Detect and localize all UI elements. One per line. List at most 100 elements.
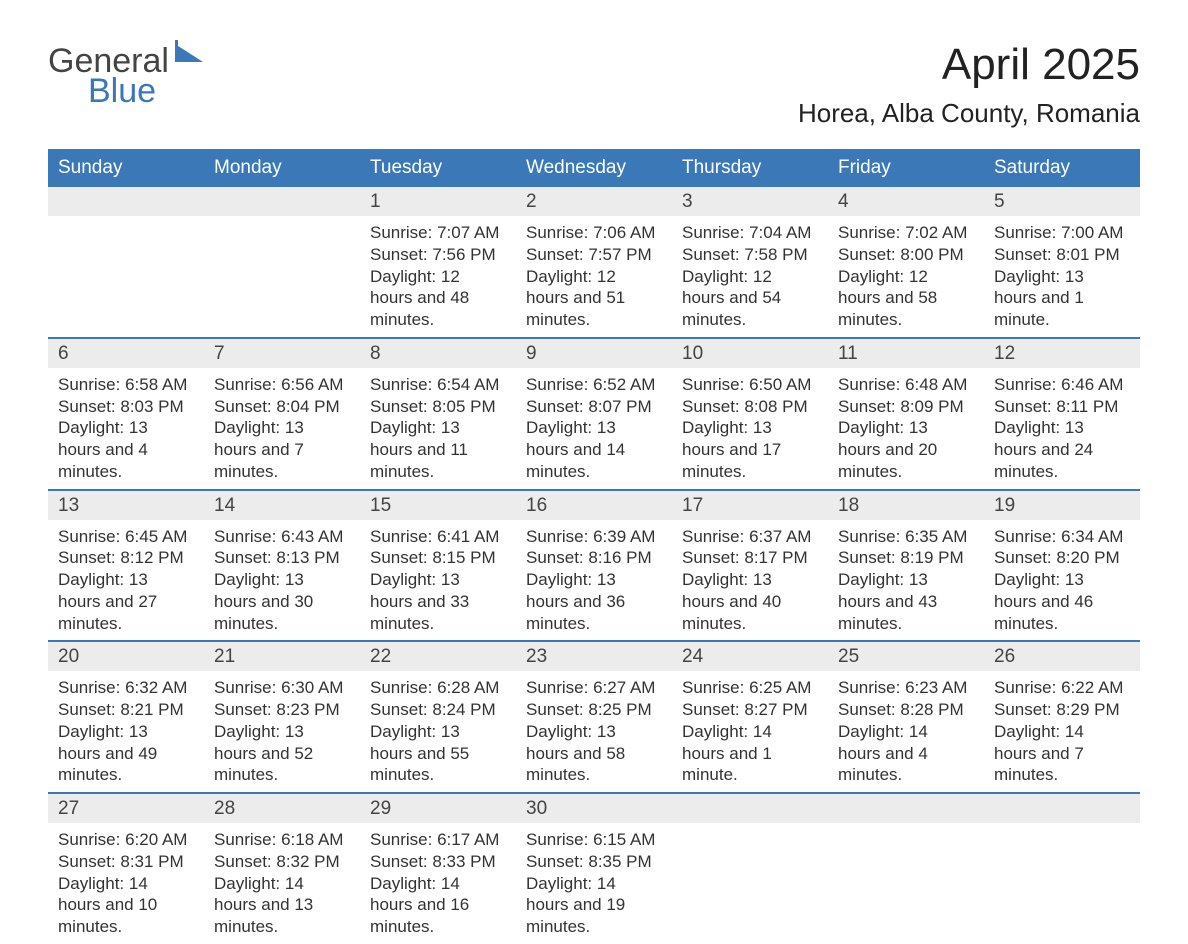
day-detail <box>984 823 1140 944</box>
day-detail: 7:02 AM8:00 PM12 hours and 58 minutes. <box>828 216 984 337</box>
sunset-value: 8:29 PM <box>994 699 1130 721</box>
day-detail: 6:54 AM8:05 PM13 hours and 11 minutes. <box>360 368 516 489</box>
sunrise-value: 6:56 AM <box>214 374 350 396</box>
day-detail-row: 6:45 AM8:12 PM13 hours and 27 minutes.6:… <box>48 520 1140 641</box>
sunset-value: 8:16 PM <box>526 547 662 569</box>
day-number: 11 <box>828 339 984 368</box>
daylight-value: 13 hours and 36 minutes. <box>526 569 662 634</box>
daylight-value: 13 hours and 1 minute. <box>994 266 1130 331</box>
daylight-value: 12 hours and 54 minutes. <box>682 266 818 331</box>
day-detail: 6:50 AM8:08 PM13 hours and 17 minutes. <box>672 368 828 489</box>
sunset-value: 8:21 PM <box>58 699 194 721</box>
day-number: 30 <box>516 794 672 823</box>
sunset-value: 8:09 PM <box>838 396 974 418</box>
day-number: 19 <box>984 491 1140 520</box>
day-number: 26 <box>984 642 1140 671</box>
day-detail: 6:39 AM8:16 PM13 hours and 36 minutes. <box>516 520 672 641</box>
daylight-value: 14 hours and 1 minute. <box>682 721 818 786</box>
sunrise-value: 7:06 AM <box>526 222 662 244</box>
day-number: 24 <box>672 642 828 671</box>
day-number: 14 <box>204 491 360 520</box>
day-detail: 6:43 AM8:13 PM13 hours and 30 minutes. <box>204 520 360 641</box>
day-detail: 6:48 AM8:09 PM13 hours and 20 minutes. <box>828 368 984 489</box>
dow-sunday: Sunday <box>48 149 204 187</box>
day-detail-row: 6:20 AM8:31 PM14 hours and 10 minutes.6:… <box>48 823 1140 944</box>
day-detail-row: 6:58 AM8:03 PM13 hours and 4 minutes.6:5… <box>48 368 1140 489</box>
daylight-value: 13 hours and 4 minutes. <box>58 417 194 482</box>
day-of-week-header: Sunday Monday Tuesday Wednesday Thursday… <box>48 149 1140 187</box>
calendar-week: 272829306:20 AM8:31 PM14 hours and 10 mi… <box>48 792 1140 944</box>
day-detail: 6:45 AM8:12 PM13 hours and 27 minutes. <box>48 520 204 641</box>
day-number: 5 <box>984 187 1140 216</box>
sunrise-value: 6:52 AM <box>526 374 662 396</box>
sunset-value: 8:11 PM <box>994 396 1130 418</box>
day-number: 28 <box>204 794 360 823</box>
sunrise-value: 7:07 AM <box>370 222 506 244</box>
sunset-value: 8:12 PM <box>58 547 194 569</box>
day-detail: 6:34 AM8:20 PM13 hours and 46 minutes. <box>984 520 1140 641</box>
day-detail <box>828 823 984 944</box>
dow-tuesday: Tuesday <box>360 149 516 187</box>
day-detail-row: 7:07 AM7:56 PM12 hours and 48 minutes.7:… <box>48 216 1140 337</box>
sunrise-value: 6:23 AM <box>838 677 974 699</box>
daylight-value: 13 hours and 24 minutes. <box>994 417 1130 482</box>
day-number: 8 <box>360 339 516 368</box>
day-number: 13 <box>48 491 204 520</box>
day-number <box>48 187 204 216</box>
day-number: 9 <box>516 339 672 368</box>
day-detail: 6:22 AM8:29 PM14 hours and 7 minutes. <box>984 671 1140 792</box>
sunset-value: 7:58 PM <box>682 244 818 266</box>
daylight-value: 13 hours and 20 minutes. <box>838 417 974 482</box>
day-detail: 6:30 AM8:23 PM13 hours and 52 minutes. <box>204 671 360 792</box>
sunrise-value: 7:04 AM <box>682 222 818 244</box>
sunset-value: 8:27 PM <box>682 699 818 721</box>
sunset-value: 8:20 PM <box>994 547 1130 569</box>
title-block: April 2025 Horea, Alba County, Romania <box>798 40 1140 129</box>
day-number: 10 <box>672 339 828 368</box>
sunrise-value: 6:35 AM <box>838 526 974 548</box>
sunset-value: 8:00 PM <box>838 244 974 266</box>
sunrise-value: 6:28 AM <box>370 677 506 699</box>
dow-friday: Friday <box>828 149 984 187</box>
daylight-value: 13 hours and 14 minutes. <box>526 417 662 482</box>
sunrise-value: 6:32 AM <box>58 677 194 699</box>
day-number: 22 <box>360 642 516 671</box>
day-number-row: 12345 <box>48 187 1140 216</box>
sunrise-value: 6:41 AM <box>370 526 506 548</box>
daylight-value: 13 hours and 46 minutes. <box>994 569 1130 634</box>
sunset-value: 8:08 PM <box>682 396 818 418</box>
sunset-value: 8:32 PM <box>214 851 350 873</box>
day-number: 21 <box>204 642 360 671</box>
sunrise-value: 6:30 AM <box>214 677 350 699</box>
sunset-value: 8:25 PM <box>526 699 662 721</box>
day-detail: 6:37 AM8:17 PM13 hours and 40 minutes. <box>672 520 828 641</box>
day-detail <box>672 823 828 944</box>
dow-thursday: Thursday <box>672 149 828 187</box>
sunset-value: 8:35 PM <box>526 851 662 873</box>
daylight-value: 13 hours and 55 minutes. <box>370 721 506 786</box>
day-number-row: 13141516171819 <box>48 491 1140 520</box>
day-number <box>828 794 984 823</box>
day-number: 4 <box>828 187 984 216</box>
day-detail: 7:04 AM7:58 PM12 hours and 54 minutes. <box>672 216 828 337</box>
daylight-value: 13 hours and 7 minutes. <box>214 417 350 482</box>
sunrise-value: 6:37 AM <box>682 526 818 548</box>
sunset-value: 8:33 PM <box>370 851 506 873</box>
daylight-value: 13 hours and 49 minutes. <box>58 721 194 786</box>
day-number-row: 27282930 <box>48 794 1140 823</box>
day-number: 6 <box>48 339 204 368</box>
location: Horea, Alba County, Romania <box>798 98 1140 129</box>
day-detail: 6:18 AM8:32 PM14 hours and 13 minutes. <box>204 823 360 944</box>
day-number: 1 <box>360 187 516 216</box>
dow-monday: Monday <box>204 149 360 187</box>
daylight-value: 14 hours and 13 minutes. <box>214 873 350 938</box>
day-number: 7 <box>204 339 360 368</box>
sunrise-value: 6:48 AM <box>838 374 974 396</box>
day-number: 16 <box>516 491 672 520</box>
day-detail: 6:28 AM8:24 PM13 hours and 55 minutes. <box>360 671 516 792</box>
logo-text-blue: Blue <box>88 74 203 108</box>
daylight-value: 13 hours and 17 minutes. <box>682 417 818 482</box>
day-number: 29 <box>360 794 516 823</box>
day-detail-row: 6:32 AM8:21 PM13 hours and 49 minutes.6:… <box>48 671 1140 792</box>
sunset-value: 8:13 PM <box>214 547 350 569</box>
